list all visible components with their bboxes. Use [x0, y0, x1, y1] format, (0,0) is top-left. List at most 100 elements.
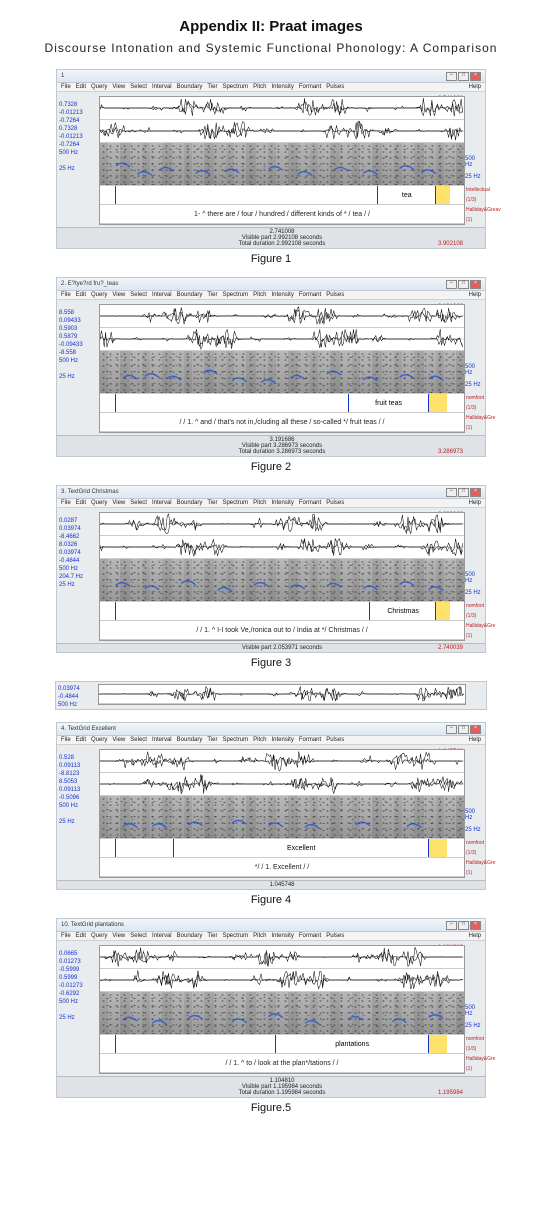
menu-item[interactable]: File — [61, 292, 71, 298]
menu-help[interactable]: Help — [469, 292, 481, 298]
waveform-pane-2[interactable] — [100, 536, 464, 559]
interval-segment[interactable]: fruit teas — [348, 394, 430, 412]
selected-interval[interactable] — [435, 602, 451, 620]
menu-item[interactable]: Select — [130, 500, 147, 506]
minimize-button[interactable]: – — [446, 488, 457, 497]
text-tier[interactable]: */ / 1. Excellent / / — [100, 858, 464, 877]
menu-item[interactable]: Tier — [207, 933, 217, 939]
minimize-button[interactable]: – — [446, 280, 457, 289]
menu-item[interactable]: Spectrum — [222, 292, 248, 298]
interval-tier[interactable]: Christmas nomfoot(1/3)Halliday&Gre(1) — [100, 602, 464, 621]
menu-item[interactable]: Formant — [299, 933, 321, 939]
menu-item[interactable]: Pitch — [253, 737, 266, 743]
selected-interval[interactable] — [435, 186, 451, 204]
menu-item[interactable]: Interval — [152, 737, 172, 743]
menu-item[interactable]: Spectrum — [222, 500, 248, 506]
waveform-pane-2[interactable] — [100, 328, 464, 351]
menu-item[interactable]: File — [61, 933, 71, 939]
selected-interval[interactable] — [428, 394, 447, 412]
menu-item[interactable]: Edit — [76, 737, 86, 743]
maximize-button[interactable]: □ — [458, 488, 469, 497]
close-button[interactable]: × — [470, 72, 481, 81]
menu-item[interactable]: Tier — [207, 737, 217, 743]
menu-item[interactable]: Edit — [76, 84, 86, 90]
menu-item[interactable]: View — [112, 292, 125, 298]
menu-item[interactable]: Edit — [76, 292, 86, 298]
menu-item[interactable]: Formant — [299, 292, 321, 298]
waveform-pane-2[interactable] — [100, 773, 464, 796]
close-button[interactable]: × — [470, 921, 481, 930]
menu-item[interactable]: Intensity — [271, 933, 293, 939]
menu-item[interactable]: Spectrum — [222, 737, 248, 743]
menu-item[interactable]: Edit — [76, 933, 86, 939]
menu-item[interactable]: Pulses — [326, 500, 344, 506]
menu-help[interactable]: Help — [469, 933, 481, 939]
menu-item[interactable]: Spectrum — [222, 933, 248, 939]
waveform-pane[interactable] — [100, 946, 464, 969]
spectrogram-pane[interactable] — [100, 351, 464, 394]
interval-tier[interactable]: tea Intellectual(1/3)Halliday&Greav(1) — [100, 186, 464, 205]
minimize-button[interactable]: – — [446, 725, 457, 734]
minimize-button[interactable]: – — [446, 72, 457, 81]
menu-item[interactable]: Boundary — [177, 737, 203, 743]
menu-help[interactable]: Help — [469, 500, 481, 506]
menu-item[interactable]: Interval — [152, 292, 172, 298]
menu-item[interactable]: Tier — [207, 500, 217, 506]
boundary[interactable] — [115, 186, 116, 204]
text-tier[interactable]: 1- ^ there are / four / hundred / differ… — [100, 205, 464, 224]
menu-item[interactable]: Pitch — [253, 84, 266, 90]
maximize-button[interactable]: □ — [458, 280, 469, 289]
menu-item[interactable]: Pitch — [253, 933, 266, 939]
selected-interval[interactable] — [428, 839, 447, 857]
close-button[interactable]: × — [470, 725, 481, 734]
selected-interval[interactable] — [428, 1035, 447, 1053]
maximize-button[interactable]: □ — [458, 72, 469, 81]
boundary[interactable] — [115, 602, 116, 620]
menu-item[interactable]: Intensity — [271, 292, 293, 298]
waveform-pane[interactable] — [100, 305, 464, 328]
menu-item[interactable]: Boundary — [177, 84, 203, 90]
interval-segment[interactable]: Christmas — [369, 602, 437, 620]
waveform-pane-2[interactable] — [100, 969, 464, 992]
menu-item[interactable]: Tier — [207, 292, 217, 298]
menu-item[interactable]: Pitch — [253, 292, 266, 298]
menu-item[interactable]: Query — [91, 292, 107, 298]
waveform-pane[interactable] — [100, 97, 464, 120]
menu-item[interactable]: Formant — [299, 737, 321, 743]
menu-item[interactable]: View — [112, 84, 125, 90]
menu-item[interactable]: File — [61, 500, 71, 506]
menu-help[interactable]: Help — [469, 84, 481, 90]
boundary[interactable] — [115, 1035, 116, 1053]
menu-item[interactable]: Interval — [152, 84, 172, 90]
menu-item[interactable]: Select — [130, 292, 147, 298]
menu-item[interactable]: Pulses — [326, 84, 344, 90]
menu-item[interactable]: Boundary — [177, 292, 203, 298]
menu-item[interactable]: Query — [91, 737, 107, 743]
menu-item[interactable]: Select — [130, 737, 147, 743]
minimize-button[interactable]: – — [446, 921, 457, 930]
menu-item[interactable]: Query — [91, 933, 107, 939]
text-tier[interactable]: / / 1. ^ I-I took Ve,/ronica out to / In… — [100, 621, 464, 640]
menu-item[interactable]: Boundary — [177, 500, 203, 506]
close-button[interactable]: × — [470, 488, 481, 497]
menu-item[interactable]: Intensity — [271, 737, 293, 743]
waveform-pane[interactable] — [100, 750, 464, 773]
menu-item[interactable]: View — [112, 933, 125, 939]
spectrogram-pane[interactable] — [100, 559, 464, 602]
menu-item[interactable]: File — [61, 84, 71, 90]
close-button[interactable]: × — [470, 280, 481, 289]
menu-item[interactable]: Formant — [299, 84, 321, 90]
interval-segment[interactable]: Excellent — [173, 839, 430, 857]
text-tier[interactable]: / / 1. ^ to / look at the plan*/tations … — [100, 1054, 464, 1073]
maximize-button[interactable]: □ — [458, 725, 469, 734]
menu-item[interactable]: Query — [91, 500, 107, 506]
boundary[interactable] — [115, 839, 116, 857]
menu-item[interactable]: Pulses — [326, 737, 344, 743]
menu-item[interactable]: View — [112, 500, 125, 506]
menu-item[interactable]: Tier — [207, 84, 217, 90]
menu-item[interactable]: Select — [130, 84, 147, 90]
menu-item[interactable]: Intensity — [271, 84, 293, 90]
spectrogram-pane[interactable] — [100, 992, 464, 1035]
spectrogram-pane[interactable] — [100, 796, 464, 839]
menu-item[interactable]: Select — [130, 933, 147, 939]
